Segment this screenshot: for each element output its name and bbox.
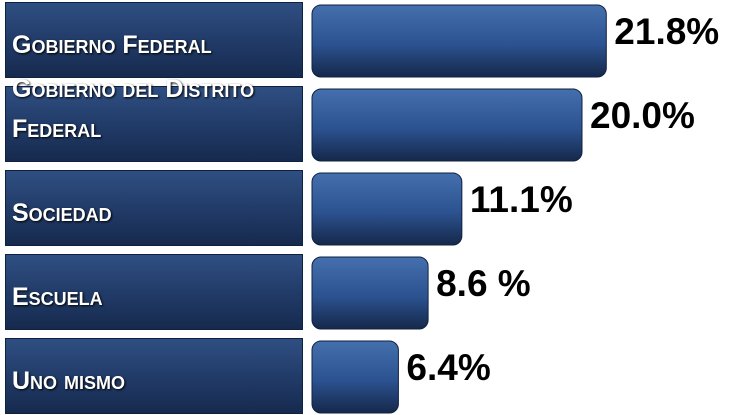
category-label: Gobierno del Distrito Federal [5,75,303,162]
category-label: Gobierno Federal [5,2,303,78]
value-label: 6.4% [406,347,490,388]
category-label: Escuela [5,254,303,330]
value-label: 21.8% [614,11,719,52]
category-label: Uno mismo [5,338,303,414]
value-label: 11.1% [470,179,573,220]
bar [311,340,399,414]
value-label: 20.0% [590,95,695,136]
value-label: 8.6 % [436,263,531,304]
bar [311,4,607,78]
bar [311,256,429,330]
bar [311,88,583,162]
bar [311,172,463,246]
category-label: Sociedad [5,170,303,246]
